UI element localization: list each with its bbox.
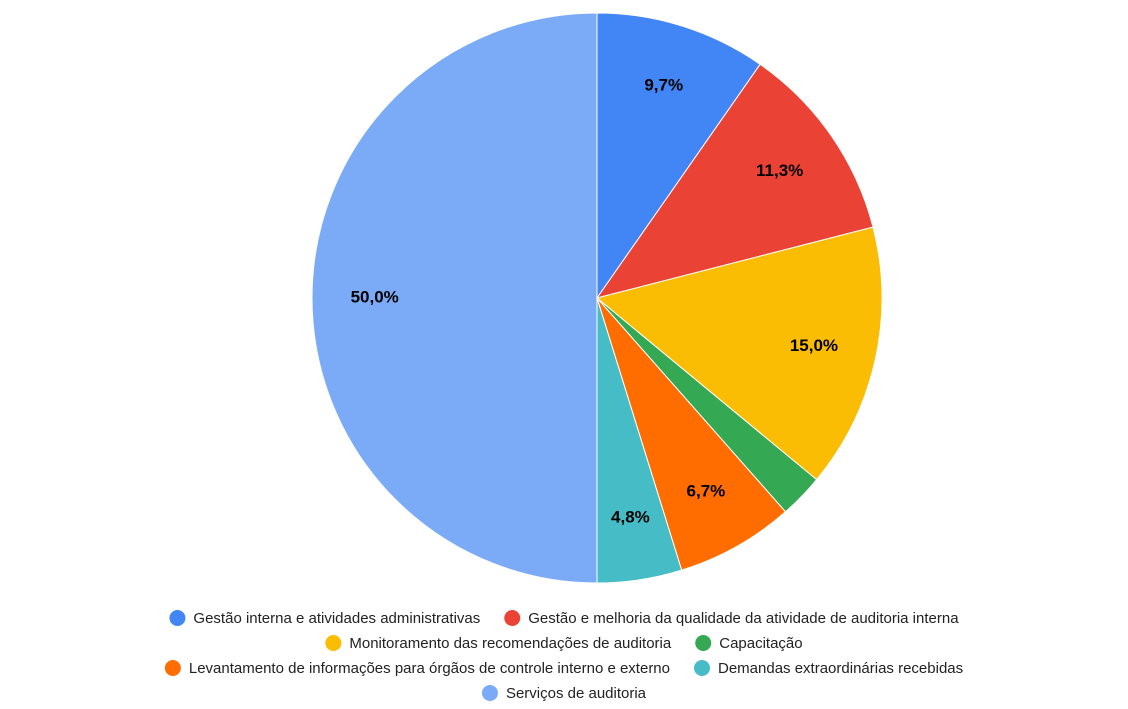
legend-row: Serviços de auditoria [481,685,647,702]
value-label: 9,7% [644,75,683,94]
legend-label: Gestão interna e atividades administrati… [193,610,480,627]
pie-slice [595,226,883,481]
legend-label: Capacitação [719,635,802,652]
legend-marker [169,610,186,626]
legend-row: Gestão interna e atividades administrati… [169,610,959,627]
legend-label: Serviços de auditoria [506,685,647,702]
pie-slice [596,12,761,300]
legend-row: Levantamento de informações para órgãos … [164,660,963,677]
pie-slice [595,63,874,299]
legend-marker [504,610,521,626]
pie-slice [596,297,787,571]
pie-slice [311,12,598,584]
legend-label: Levantamento de informações para órgãos … [189,660,670,677]
value-label: 50,0% [351,287,399,306]
value-label: 11,3% [756,161,803,180]
legend-marker [695,635,712,651]
legend-label: Demandas extraordinárias recebidas [718,660,963,677]
legend-label: Gestão e melhoria da qualidade da ativid… [528,610,959,627]
value-label: 4,8% [611,507,650,526]
legend-marker [481,685,498,701]
legend-row: Monitoramento das recomendações de audit… [325,635,803,652]
legend-marker [164,660,181,676]
value-label: 6,7% [687,481,726,500]
legend-marker [694,660,710,676]
legend-marker [325,635,342,651]
value-label: 15,0% [790,336,838,355]
legend-label: Monitoramento das recomendações de audit… [349,635,672,652]
